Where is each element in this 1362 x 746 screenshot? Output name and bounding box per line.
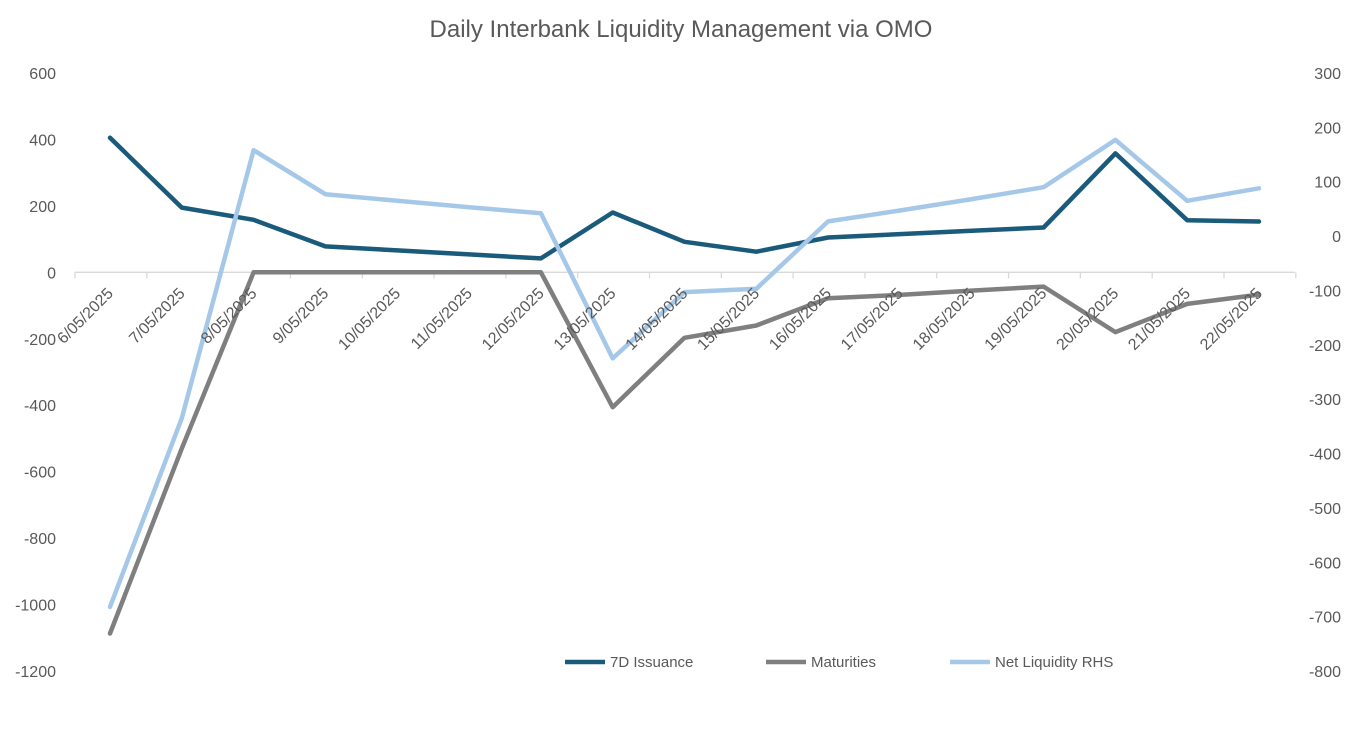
right-tick-label: -400 <box>1309 447 1341 464</box>
left-tick-label: -800 <box>24 531 56 548</box>
left-tick-label: 200 <box>29 199 56 216</box>
series-line-net-liquidity-rhs <box>107 137 1262 610</box>
right-tick-label: -500 <box>1309 501 1341 518</box>
category-label: 9/05/2025 <box>270 285 332 347</box>
series-lines <box>107 135 1262 636</box>
right-tick-label: -800 <box>1309 664 1341 681</box>
category-label: 13/05/2025 <box>551 285 620 354</box>
category-label: 6/05/2025 <box>54 285 116 347</box>
category-label: 7/05/2025 <box>126 285 188 347</box>
category-label: 11/05/2025 <box>408 285 476 353</box>
series-line-maturities <box>107 270 1262 636</box>
right-tick-label: 100 <box>1314 175 1341 192</box>
legend-label: Maturities <box>811 654 876 671</box>
category-label: 20/05/2025 <box>1054 285 1123 354</box>
series-line-7d-issuance <box>107 135 1262 261</box>
left-axis-ticks: 600 400 200 0 -200 -400 -600 -800 -1000 -1200 <box>15 66 56 681</box>
legend-label: 7D Issuance <box>610 654 693 671</box>
left-tick-label: -200 <box>24 332 56 349</box>
left-tick-label: 0 <box>47 265 56 282</box>
left-tick-label: -400 <box>24 398 56 415</box>
left-tick-label: 600 <box>29 66 56 83</box>
category-label: 22/05/2025 <box>1197 285 1266 354</box>
legend: 7D Issuance Maturities Net Liquidity RHS <box>565 654 1113 671</box>
right-tick-label: -700 <box>1309 610 1341 627</box>
left-tick-label: -1000 <box>15 598 56 615</box>
right-tick-label: -100 <box>1309 283 1341 300</box>
right-tick-label: 0 <box>1332 229 1341 246</box>
right-tick-label: 300 <box>1314 66 1341 83</box>
category-labels: 6/05/2025 7/05/2025 8/05/2025 9/05/2025 10/0… <box>54 285 1265 354</box>
category-label: 15/05/2025 <box>694 285 763 354</box>
left-tick-label: -1200 <box>15 664 56 681</box>
right-tick-label: -300 <box>1309 392 1341 409</box>
right-tick-label: 200 <box>1314 120 1341 137</box>
legend-label: Net Liquidity RHS <box>995 654 1113 671</box>
left-tick-label: -600 <box>24 465 56 482</box>
category-label: 10/05/2025 <box>335 285 404 354</box>
left-tick-label: 400 <box>29 132 56 149</box>
right-tick-label: -200 <box>1309 338 1341 355</box>
chart-title: Daily Interbank Liquidity Management via… <box>429 16 933 43</box>
right-tick-label: -600 <box>1309 555 1341 572</box>
category-label: 12/05/2025 <box>479 285 548 354</box>
right-axis-ticks: 300 200 100 0 -100 -200 -300 -400 -500 -600 -700 -8… <box>1309 66 1341 681</box>
category-label: 21/05/2025 <box>1125 285 1194 354</box>
category-label: 19/05/2025 <box>982 285 1051 354</box>
